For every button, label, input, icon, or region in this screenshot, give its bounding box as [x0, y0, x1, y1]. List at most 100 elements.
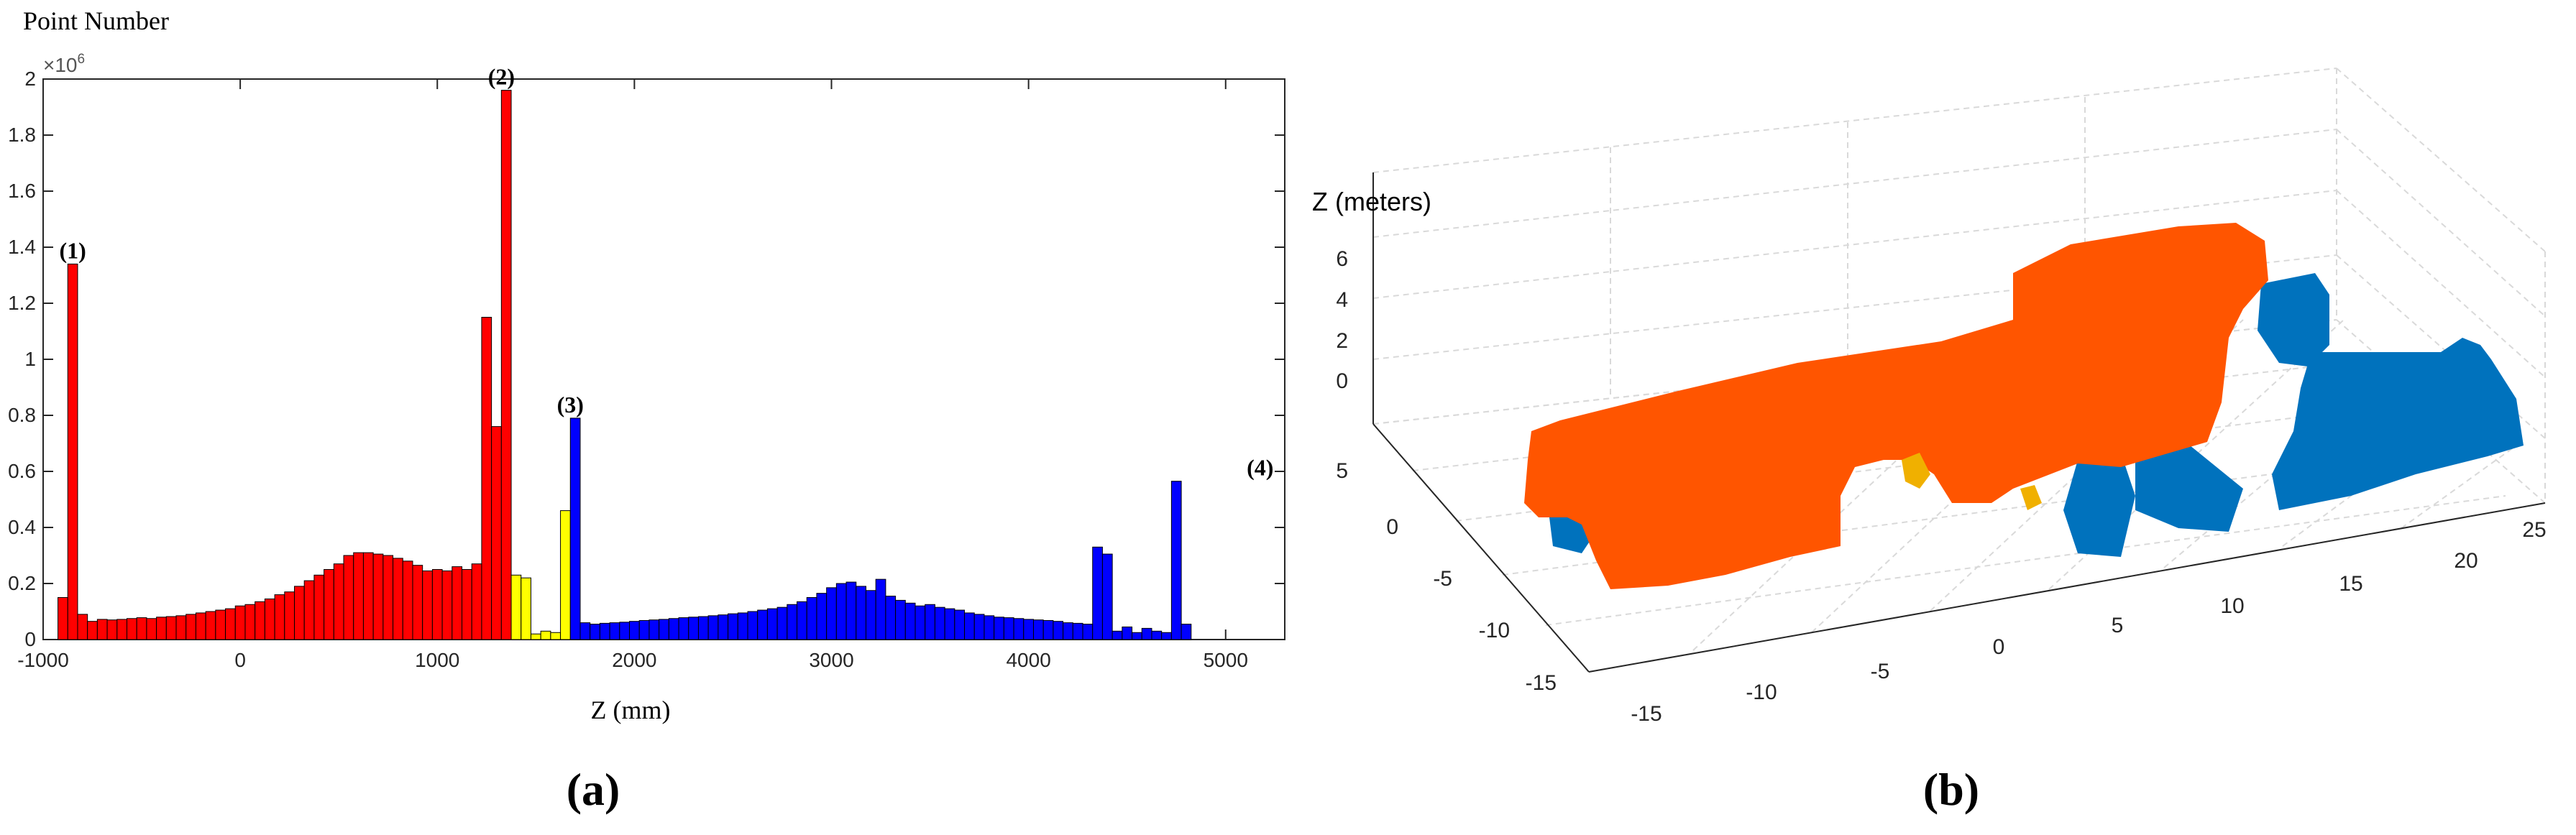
- y-tick-label: 0.6: [8, 460, 36, 482]
- histogram-bar-red: [127, 618, 137, 640]
- histogram-bar-blue: [856, 586, 866, 640]
- point-cloud-3d-chart: Z (meters) 6 4 2 0 5 0 -5 -10 -15 -15 -1…: [1312, 68, 2547, 815]
- histogram-bar-red: [294, 586, 305, 640]
- histogram-bar-blue: [609, 622, 620, 640]
- axes-lines: [1372, 172, 2546, 673]
- x-tick-label: -1000: [17, 649, 69, 671]
- histogram-bar-blue: [1053, 621, 1064, 640]
- histogram-bar-blue: [648, 619, 660, 640]
- histogram-bar-blue: [904, 602, 916, 640]
- x-tick: 25: [2522, 518, 2546, 542]
- blue-cloud-mid: [2135, 442, 2243, 532]
- histogram-bar-red: [195, 612, 206, 640]
- histogram-bar-blue: [865, 590, 876, 640]
- y-tick-label: 0.2: [8, 572, 36, 594]
- histogram-bar-red: [324, 569, 334, 640]
- annotations: (1) (2) (3) (4): [59, 64, 1273, 481]
- histogram-bar-red: [353, 552, 364, 640]
- histogram-bar-blue: [747, 611, 758, 640]
- y-tick-label: 1.8: [8, 124, 36, 146]
- histogram-bar-blue: [1141, 627, 1152, 640]
- histogram-bar-blue: [1151, 630, 1163, 640]
- histogram-bar-yellow: [510, 574, 522, 640]
- histogram-bar-blue: [984, 615, 995, 640]
- y-tick: 5: [1336, 459, 1348, 483]
- histogram-bar-blue: [915, 605, 926, 640]
- histogram-bar-red: [87, 621, 98, 640]
- histogram-bar-blue: [797, 601, 807, 640]
- histogram-bar-blue: [835, 583, 847, 640]
- y-tick-label: 2: [24, 68, 36, 90]
- x-tick-label: 5000: [1204, 649, 1248, 671]
- y-tick: 0: [1386, 515, 1398, 539]
- histogram-bar-blue: [944, 608, 955, 640]
- histogram-bar-blue: [697, 616, 709, 640]
- figure-a: Point Number ×106 0 0.2 0.4 0.6 0.8 1 1.2 1.4 1.…: [0, 0, 1294, 831]
- histogram-bar-red: [402, 560, 413, 640]
- x-tick: 10: [2220, 594, 2244, 618]
- histogram-bar-blue: [1013, 618, 1025, 640]
- histogram-bar-blue: [1023, 619, 1034, 640]
- x-ticks-3d: -15 -10 -5 0 5 10 15 20 25: [1631, 518, 2546, 726]
- histogram-bar-red: [362, 552, 374, 640]
- histogram-bar-red: [491, 426, 502, 640]
- x-tick: 20: [2454, 549, 2478, 573]
- histogram-bar-red: [165, 616, 177, 640]
- blue-cloud-bottom: [2063, 453, 2135, 557]
- histogram-bar-red: [303, 580, 315, 640]
- z-ticks: 6 4 2 0: [1336, 247, 1348, 393]
- histogram-bar-blue: [1003, 617, 1014, 640]
- histogram-bar-blue: [678, 617, 689, 640]
- histogram-bar-red: [185, 614, 196, 640]
- histogram-bar-blue: [826, 587, 837, 640]
- x-tick-label: 4000: [1006, 649, 1050, 671]
- x-tick: -15: [1631, 702, 1661, 726]
- y-tick-label: 1.6: [8, 180, 36, 202]
- histogram-bar-red: [175, 615, 187, 640]
- histogram-bar-red: [225, 608, 236, 640]
- histogram-bar-red: [215, 609, 226, 640]
- histogram-bar-blue: [776, 606, 788, 640]
- histogram-bar-red: [393, 558, 403, 640]
- histogram-bar-red: [284, 591, 295, 640]
- exponent-label: ×106: [43, 52, 85, 76]
- histogram-bar-blue: [845, 581, 857, 640]
- x-tick: 0: [1993, 635, 2005, 659]
- histogram-bar-red: [471, 563, 482, 640]
- histogram-bar-red: [274, 594, 285, 640]
- y-tick-label: 1: [24, 348, 36, 370]
- histogram-bar-red: [481, 317, 492, 640]
- histogram-bar-blue: [787, 604, 798, 640]
- exponent-power: 6: [78, 52, 86, 67]
- histogram-bar-red: [412, 565, 423, 640]
- histogram-bar-blue: [569, 418, 581, 640]
- x-tick: 5: [2112, 614, 2124, 637]
- grid-back-wall: [1372, 68, 2546, 504]
- histogram-bar-yellow: [540, 630, 551, 640]
- histogram-bar-blue: [1132, 632, 1142, 640]
- figure-b: Z (meters) 6 4 2 0 5 0 -5 -10 -15 -15 -1…: [1294, 0, 2576, 831]
- histogram-bar-blue: [619, 622, 631, 640]
- histogram-bar-red: [343, 555, 354, 640]
- histogram-bar-blue: [1181, 624, 1192, 640]
- histogram-bar-blue: [1063, 622, 1073, 640]
- y-tick-label: 0.8: [8, 404, 36, 426]
- histogram-bar-red: [136, 617, 147, 640]
- peak-annotation: (3): [557, 392, 584, 418]
- histogram-bar-red: [441, 570, 453, 640]
- histogram-bar-blue: [629, 621, 640, 640]
- histogram-bar-red: [58, 597, 68, 640]
- z-tick: 2: [1336, 329, 1348, 353]
- histogram-bar-blue: [737, 612, 748, 640]
- histogram-chart: Point Number ×106 0 0.2 0.4 0.6 0.8 1 1.2 1.4 1.…: [8, 6, 1285, 815]
- histogram-bar-blue: [579, 622, 591, 640]
- histogram-bar-blue: [599, 622, 610, 640]
- x-tick-label: 0: [234, 649, 246, 671]
- panel-label-a: (a): [567, 764, 620, 815]
- y-axis-label: Point Number: [23, 6, 169, 35]
- histogram-bar-red: [333, 563, 344, 640]
- histogram-bar-blue: [1032, 619, 1044, 640]
- histogram-bar-red: [264, 598, 275, 640]
- y-tick: -10: [1479, 619, 1510, 642]
- exponent-base: ×10: [43, 54, 78, 76]
